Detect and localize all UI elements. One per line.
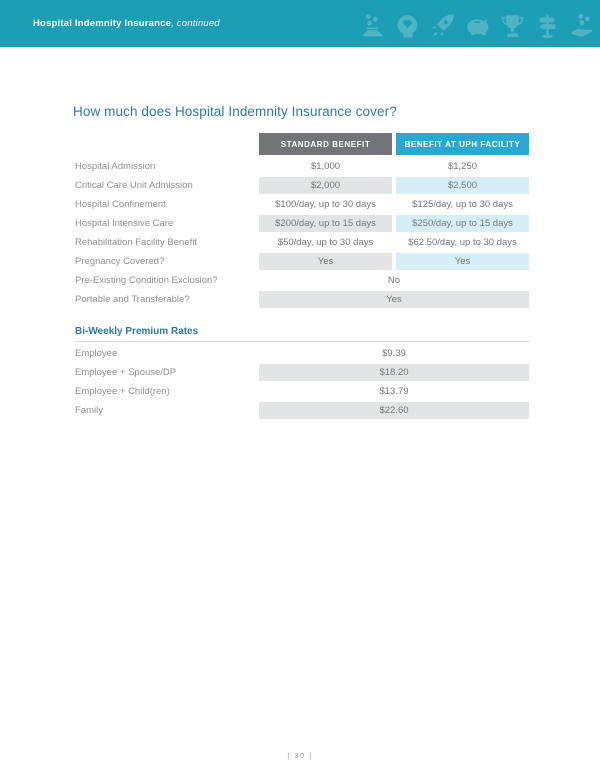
benefit-row-label: Rehabilitation Facility Benefit (75, 237, 197, 248)
table-row: Hospital Admission $1,000 $1,250 (75, 157, 529, 176)
benefit-uph-cell: $125/day, up to 30 days (412, 199, 513, 210)
page-number: | 30 | (287, 751, 313, 760)
premium-rate-value: $22.60 (259, 401, 529, 420)
head-heart-icon (393, 11, 422, 40)
benefit-standard-cell: $50/day, up to 30 days (277, 237, 374, 248)
benefits-table-header: STANDARD BENEFIT BENEFIT AT UPH FACILITY (75, 133, 529, 155)
benefit-row-label: Portable and Transferable? (75, 294, 190, 305)
premium-row-label: Employee (75, 348, 118, 359)
table-row: Portable and Transferable? Yes (75, 290, 529, 309)
table-row: Hospital Intensive Care $200/day, up to 1… (75, 214, 529, 233)
page-header-title: Hospital Indemnity Insurance, continued (33, 18, 220, 29)
benefit-uph-cell: $62.50/day, up to 30 days (408, 237, 517, 248)
premium-rate-row: Employee $9.39 (75, 344, 529, 363)
benefit-standard-cell: $200/day, up to 15 days (259, 214, 392, 233)
premium-row-label: Family (75, 405, 103, 416)
premium-rate-value: $13.79 (379, 386, 409, 397)
premium-rates-rows: Employee $9.39 Employee + Spouse/DP $18.20 E… (75, 344, 529, 420)
premium-row-label: Employee + Spouse/DP (75, 367, 177, 378)
benefit-standard-cell: Yes (259, 252, 392, 271)
premium-rate-value: $9.39 (382, 348, 406, 359)
table-row: Pre-Existing Condition Exclusion? No (75, 271, 529, 290)
benefit-span-cell: No (387, 275, 401, 286)
benefit-row-label: Pre-Existing Condition Exclusion? (75, 275, 218, 286)
premium-rates-section: Bi-Weekly Premium Rates Employee $9.39 Emp… (75, 326, 529, 420)
page-title: How much does Hospital Indemnity Insuran… (73, 104, 397, 119)
benefit-standard-cell: $2,000 (259, 176, 392, 195)
table-row: Critical Care Unit Admission $2,000 $2,500 (75, 176, 529, 195)
hand-coins-icon (568, 11, 597, 40)
table-row: Hospital Confinement $100/day, up to 30 d… (75, 195, 529, 214)
benefit-row-label: Hospital Admission (75, 161, 156, 172)
benefit-uph-cell: $250/day, up to 15 days (396, 214, 529, 233)
header-icon-row (358, 11, 600, 40)
premium-rate-row: Family $22.60 (75, 401, 529, 420)
benefit-standard-cell: $100/day, up to 30 days (275, 199, 376, 210)
piggy-bank-icon (463, 11, 492, 40)
benefit-uph-cell: Yes (396, 252, 529, 271)
premium-rate-row: Employee + Spouse/DP $18.20 (75, 363, 529, 382)
benefit-uph-cell: $2,500 (396, 176, 529, 195)
page-content: How much does Hospital Indemnity Insuran… (73, 47, 529, 420)
signpost-icon (533, 11, 562, 40)
column-header-standard: STANDARD BENEFIT (259, 133, 392, 155)
page-footer: | 30 | (0, 745, 600, 763)
premium-rate-value: $18.20 (259, 363, 529, 382)
premium-rate-row: Employee + Child(ren) $13.79 (75, 382, 529, 401)
benefit-row-label: Hospital Intensive Care (75, 218, 174, 229)
column-header-uph: BENEFIT AT UPH FACILITY (396, 133, 529, 155)
benefits-table: STANDARD BENEFIT BENEFIT AT UPH FACILITY… (75, 133, 529, 309)
trophy-icon (498, 11, 527, 40)
table-row: Pregnancy Covered? Yes Yes (75, 252, 529, 271)
premium-rates-heading: Bi-Weekly Premium Rates (75, 326, 529, 342)
premium-row-label: Employee + Child(ren) (75, 386, 170, 397)
header-title-text: Hospital Indemnity Insurance (33, 18, 172, 29)
table-row: Rehabilitation Facility Benefit $50/day, … (75, 233, 529, 252)
benefit-row-label: Hospital Confinement (75, 199, 166, 210)
header-title-continued: , continued (171, 18, 220, 29)
benefit-row-label: Pregnancy Covered? (75, 256, 165, 267)
benefit-row-label: Critical Care Unit Admission (75, 180, 193, 191)
benefit-span-cell: Yes (259, 290, 529, 309)
page-header-bar: Hospital Indemnity Insurance, continued (0, 0, 600, 47)
coins-icon (358, 11, 387, 40)
benefit-standard-cell: $1,000 (310, 161, 341, 172)
benefits-table-rows: Hospital Admission $1,000 $1,250 Critical C… (75, 157, 529, 309)
rocket-icon (428, 11, 457, 40)
header-spacer (75, 133, 259, 152)
benefit-uph-cell: $1,250 (447, 161, 478, 172)
